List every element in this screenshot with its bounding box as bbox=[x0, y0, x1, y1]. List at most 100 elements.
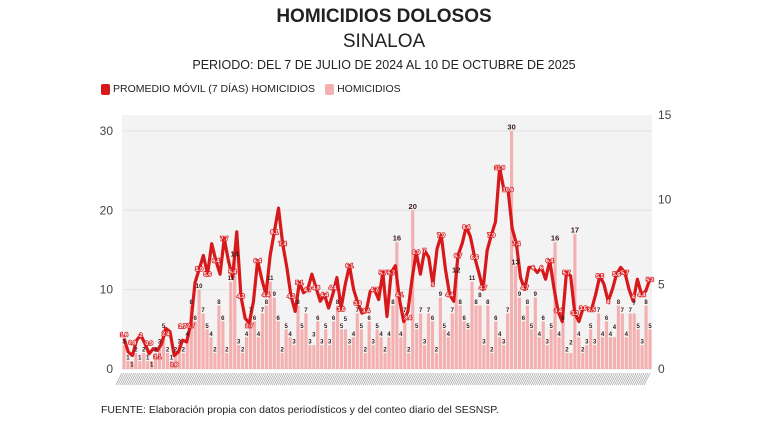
x-tick-mark bbox=[534, 372, 542, 386]
x-tick-mark bbox=[526, 372, 534, 386]
moving-average-data-label: 6.7 bbox=[454, 254, 462, 260]
moving-average-data-label: 2 bbox=[139, 333, 142, 339]
x-tick-mark bbox=[600, 372, 607, 386]
bar-data-label: 2 bbox=[581, 348, 585, 354]
x-tick-mark bbox=[428, 372, 435, 386]
x-tick-mark bbox=[576, 372, 584, 386]
x-tick-mark bbox=[530, 372, 538, 386]
bar-data-label: 7 bbox=[621, 308, 625, 314]
x-tick-mark bbox=[279, 372, 287, 386]
bar-data-label: 20 bbox=[409, 202, 417, 211]
bar-data-label: 7 bbox=[629, 308, 633, 314]
moving-average-data-label: 1.8 bbox=[120, 333, 128, 339]
bar-data-label: 4 bbox=[447, 332, 451, 338]
bar bbox=[434, 353, 439, 369]
bar bbox=[517, 297, 522, 369]
x-tick-mark bbox=[238, 372, 245, 386]
x-tick-mark bbox=[550, 372, 558, 386]
bar bbox=[264, 305, 268, 369]
x-tick-mark bbox=[469, 372, 477, 386]
bar bbox=[565, 353, 569, 369]
bar bbox=[407, 353, 411, 369]
x-tick-mark bbox=[214, 372, 222, 386]
moving-average-data-label: 3.6 bbox=[337, 307, 345, 313]
x-tick-mark bbox=[277, 372, 285, 386]
bar bbox=[525, 305, 529, 369]
bar bbox=[256, 337, 261, 369]
x-tick-mark bbox=[311, 372, 319, 386]
x-tick-mark bbox=[602, 372, 609, 386]
x-tick-mark bbox=[392, 372, 400, 386]
x-tick-mark bbox=[123, 372, 131, 386]
bar bbox=[320, 345, 324, 369]
x-tick-mark bbox=[345, 372, 352, 386]
x-tick-mark bbox=[590, 372, 597, 386]
x-tick-mark bbox=[420, 372, 427, 386]
bar bbox=[351, 337, 355, 369]
x-tick-mark bbox=[637, 372, 645, 386]
x-tick-mark bbox=[463, 372, 471, 386]
moving-average-data-label: 5.7 bbox=[387, 270, 395, 276]
bar-data-label: 5 bbox=[549, 324, 553, 330]
bar bbox=[280, 353, 284, 369]
bar bbox=[553, 242, 557, 369]
bar-data-label: 11 bbox=[228, 276, 235, 282]
x-tick-mark bbox=[485, 372, 493, 386]
bar bbox=[205, 329, 209, 369]
moving-average-data-label: 10.6 bbox=[503, 188, 514, 194]
bar bbox=[296, 305, 300, 369]
bar bbox=[138, 361, 142, 369]
bar bbox=[335, 305, 340, 369]
y-left-tick-label: 20 bbox=[100, 203, 114, 217]
x-tick-mark bbox=[210, 372, 218, 386]
bar bbox=[142, 353, 146, 369]
chart-subtitle: SINALOA bbox=[342, 31, 426, 52]
x-tick-mark bbox=[459, 372, 467, 386]
bar-data-label: 2 bbox=[166, 348, 170, 354]
moving-average-data-label: 0.9 bbox=[145, 341, 153, 347]
x-tick-mark bbox=[406, 372, 414, 386]
bar bbox=[482, 345, 486, 369]
bar-data-label: 5 bbox=[205, 324, 209, 330]
bar-data-label: 1 bbox=[146, 356, 150, 362]
bar bbox=[533, 297, 537, 369]
x-tick-mark bbox=[509, 372, 516, 386]
bar bbox=[367, 321, 371, 369]
x-tick-mark bbox=[635, 372, 643, 386]
bar bbox=[375, 329, 379, 369]
bar-data-label: 3 bbox=[122, 340, 126, 346]
x-tick-mark bbox=[352, 372, 360, 386]
x-tick-mark bbox=[115, 372, 123, 386]
x-tick-mark bbox=[329, 372, 336, 386]
x-tick-mark bbox=[544, 372, 552, 386]
bar bbox=[213, 353, 217, 369]
x-tick-mark bbox=[542, 372, 550, 386]
bar bbox=[122, 345, 126, 369]
bar bbox=[300, 329, 304, 369]
bar-data-label: 7 bbox=[304, 308, 308, 314]
bar bbox=[399, 337, 403, 369]
x-tick-mark bbox=[186, 372, 194, 386]
x-tick-mark bbox=[200, 372, 208, 386]
bar bbox=[355, 313, 359, 369]
x-tick-mark bbox=[360, 372, 368, 386]
x-tick-mark bbox=[473, 372, 481, 386]
bar-data-label: 7 bbox=[403, 308, 407, 314]
x-tick-mark bbox=[528, 372, 536, 386]
bar bbox=[506, 313, 510, 369]
data-labels: 3112121123521232486107542862111432476478… bbox=[120, 122, 655, 369]
bar-data-label: 8 bbox=[474, 300, 478, 306]
x-tick-mark bbox=[467, 372, 475, 386]
x-tick-mark bbox=[582, 372, 590, 386]
x-tick-mark bbox=[232, 372, 240, 386]
moving-average-data-label: 5 bbox=[431, 282, 434, 288]
moving-average-data-label: 3.6 bbox=[579, 306, 587, 312]
x-tick-mark bbox=[422, 372, 429, 386]
x-tick-mark bbox=[388, 372, 396, 386]
moving-average-data-label: 4.3 bbox=[287, 294, 295, 300]
bar bbox=[272, 297, 276, 369]
bar bbox=[241, 353, 245, 369]
bar-data-label: 8 bbox=[190, 300, 194, 306]
bar-data-label: 1 bbox=[170, 356, 174, 362]
bar bbox=[379, 337, 383, 369]
